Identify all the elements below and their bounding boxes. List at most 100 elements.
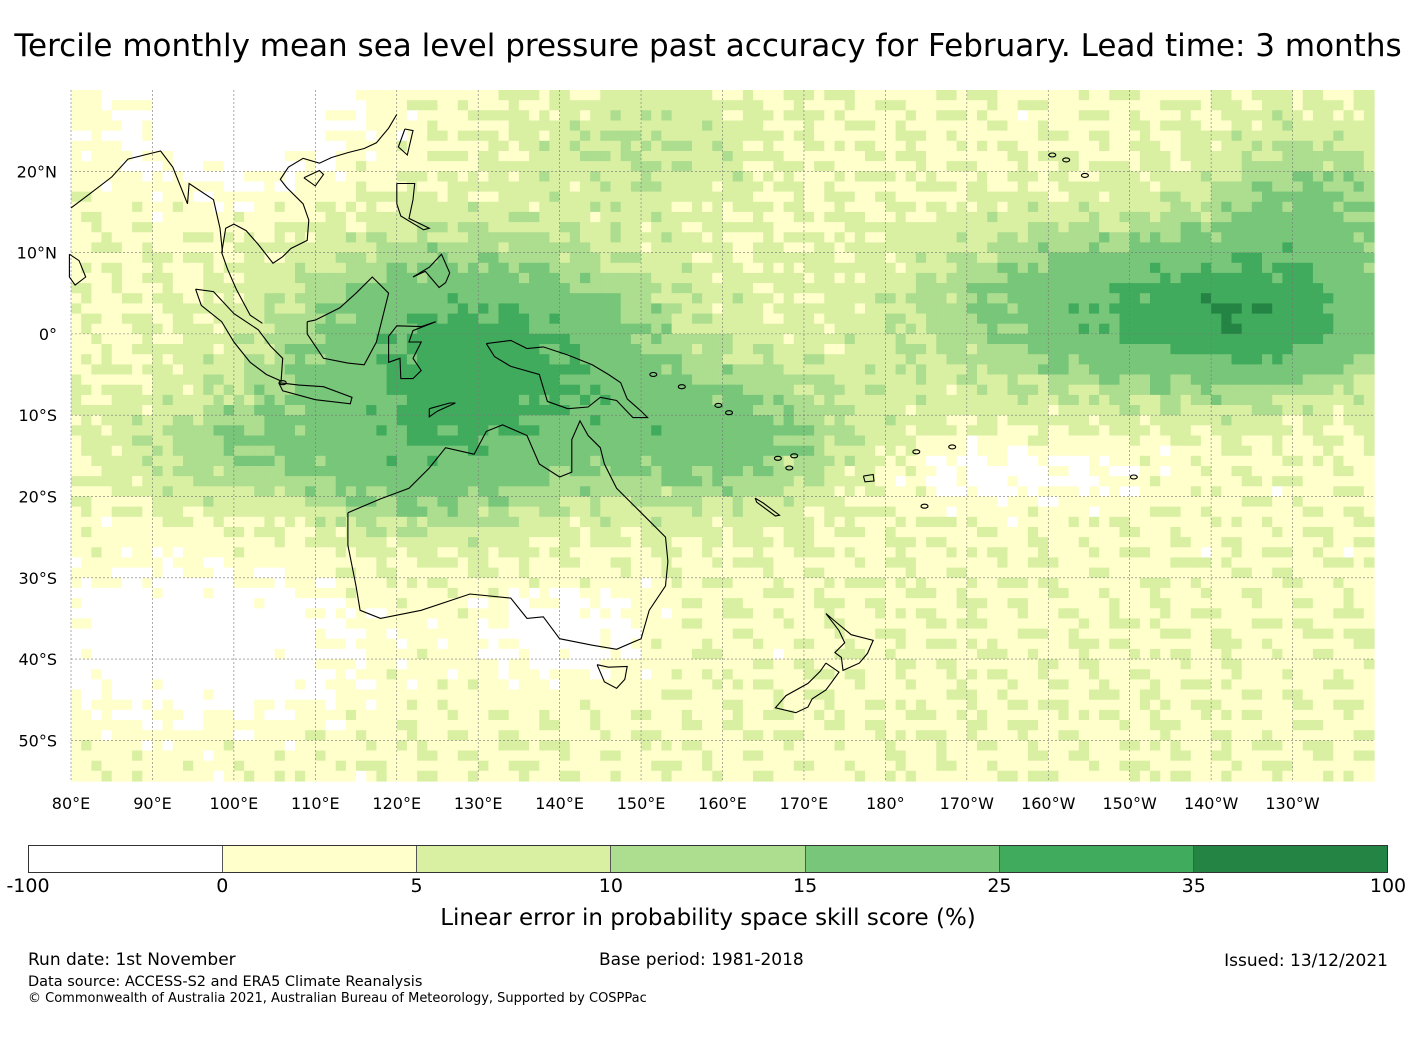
grid-cell [854, 242, 866, 254]
grid-cell [742, 120, 754, 132]
grid-cell [457, 344, 469, 355]
grid-cell [783, 476, 795, 487]
grid-cell [1099, 364, 1110, 376]
grid-cell [783, 272, 795, 284]
grid-cell [264, 120, 276, 132]
grid-cell [956, 313, 968, 325]
grid-cell [132, 435, 143, 447]
grid-cell [915, 344, 927, 355]
grid-cell [244, 394, 255, 406]
grid-cell [875, 333, 886, 345]
grid-cell [803, 333, 815, 345]
grid-cell [712, 151, 724, 162]
grid-cell [345, 222, 357, 233]
grid-cell [1129, 232, 1141, 244]
grid-cell [1190, 130, 1202, 142]
grid-cell [915, 333, 927, 345]
grid-cell [641, 272, 652, 284]
grid-cell [1353, 242, 1365, 254]
grid-cell [142, 161, 154, 172]
grid-cell [1302, 455, 1314, 467]
grid-cell [681, 445, 693, 457]
grid-cell [1048, 130, 1060, 142]
grid-cell [396, 313, 408, 325]
grid-cell [284, 242, 296, 254]
grid-cell [702, 151, 713, 162]
grid-cell [1221, 374, 1233, 386]
grid-cell [865, 100, 876, 111]
grid-cell [1333, 323, 1345, 335]
grid-cell [417, 313, 428, 325]
grid-cell [773, 191, 785, 203]
grid-cell [539, 100, 551, 111]
grid-cell [447, 435, 459, 447]
grid-cell [132, 181, 143, 193]
grid-cell [142, 242, 154, 254]
grid-cell [468, 466, 479, 477]
grid-cell [854, 445, 866, 457]
grid-cell [376, 191, 388, 203]
grid-cell [233, 425, 245, 437]
grid-cell [518, 425, 530, 437]
grid-cell [488, 344, 500, 355]
grid-cell [814, 242, 825, 254]
grid-cell [356, 466, 367, 477]
grid-cell [1272, 313, 1283, 325]
grid-cell [437, 394, 449, 406]
grid-cell [1241, 191, 1253, 203]
grid-cell [895, 415, 907, 426]
grid-cell [447, 476, 459, 487]
grid-cell [101, 384, 113, 396]
grid-cell [702, 313, 713, 325]
grid-cell [315, 90, 327, 101]
grid-cell [1200, 415, 1212, 426]
grid-cell [977, 435, 988, 447]
grid-cell [254, 191, 265, 203]
grid-cell [946, 161, 958, 172]
grid-cell [508, 476, 520, 487]
grid-cell [1251, 466, 1263, 477]
grid-cell [152, 323, 164, 335]
grid-cell [254, 161, 265, 172]
grid-cell [895, 140, 907, 152]
grid-cell [132, 405, 143, 416]
grid-cell [753, 435, 764, 447]
grid-cell [356, 425, 367, 437]
grid-cell [681, 272, 693, 284]
grid-cell [1221, 171, 1233, 183]
grid-cell [966, 201, 978, 213]
grid-cell [1078, 272, 1090, 284]
grid-cell [1231, 344, 1243, 355]
grid-cell [803, 120, 815, 132]
grid-cell [936, 293, 948, 304]
grid-cell [406, 283, 418, 294]
grid-cell [1282, 333, 1294, 345]
grid-cell [1282, 232, 1294, 244]
grid-cell [1323, 130, 1334, 142]
grid-cell [773, 394, 785, 406]
grid-cell [539, 252, 551, 264]
grid-cell [518, 435, 530, 447]
grid-cell [1068, 161, 1080, 172]
grid-cell [1139, 425, 1151, 437]
grid-cell [447, 120, 459, 132]
grid-cell [1231, 374, 1243, 386]
grid-cell [1302, 100, 1314, 111]
grid-cell [284, 415, 296, 426]
grid-cell [356, 100, 367, 111]
grid-cell [203, 445, 215, 457]
grid-cell [1262, 394, 1273, 406]
grid-cell [366, 364, 377, 376]
grid-cell [722, 323, 734, 335]
grid-cell [692, 364, 703, 376]
grid-cell [844, 415, 856, 426]
grid-cell [956, 232, 968, 244]
grid-cell [152, 171, 164, 183]
grid-cell [926, 252, 937, 264]
grid-cell [406, 394, 418, 406]
grid-cell [956, 171, 968, 183]
grid-cell [854, 140, 866, 152]
grid-cell [1262, 151, 1273, 162]
grid-cell [1068, 201, 1080, 213]
grid-cell [692, 323, 703, 335]
